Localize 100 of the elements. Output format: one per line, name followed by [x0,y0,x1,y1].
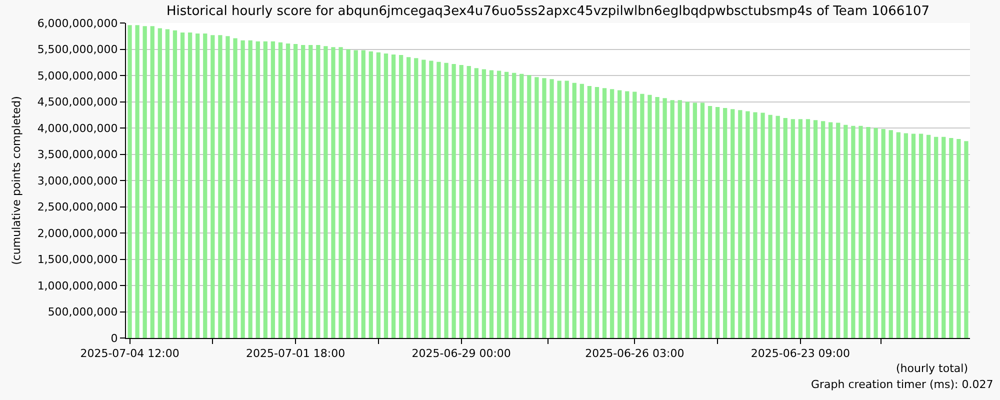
bar [489,70,494,338]
bar [813,120,818,338]
bar [474,68,478,338]
text: Graph creation timer (ms): 0.027 [811,378,994,391]
bar [188,32,192,338]
bar [496,70,502,338]
bar [594,87,600,338]
x-tick-label: 2025-07-04 12:00 [80,347,180,360]
bar [527,74,532,338]
bar [723,108,728,338]
y-tick-label: 4,500,000,000 [37,96,118,109]
bar [504,72,509,338]
bar [263,41,268,338]
bar [240,40,245,338]
bar [572,82,576,338]
x-tick-label: 2025-06-26 03:00 [585,347,684,360]
bar [429,60,434,338]
y-tick-label: 2,500,000,000 [37,200,118,214]
bar [858,126,863,338]
bar [391,54,396,338]
bar [768,114,772,338]
bar [632,92,637,338]
x-tick-label: 2025-06-29 00:00 [412,347,511,360]
bar [165,29,170,338]
bar [542,78,546,338]
y-tick-label: 500,000,000 [48,306,118,319]
bar [346,49,350,338]
bar [293,44,298,338]
bar [851,126,856,338]
y-axis-title: (cumulative points completed) [10,96,23,265]
bar [512,72,516,338]
bar [760,112,765,338]
bar [798,119,803,338]
bar [692,102,698,338]
bar [142,26,147,338]
bar [580,84,584,338]
bar [406,57,411,338]
bar [248,40,252,338]
bar [520,74,524,338]
bar [308,45,313,338]
bar [790,119,795,338]
y-tick-label: 6,000,000,000 [37,16,118,30]
y-tick-label: 2,000,000,000 [37,226,118,240]
bar [934,136,938,338]
bar [648,94,652,338]
bar [398,55,404,338]
bar [655,97,660,338]
bar [196,34,200,338]
bar [150,26,154,338]
bar [587,86,592,338]
bar [820,121,826,338]
bar [896,132,900,338]
bar [384,53,388,338]
bar [949,138,954,338]
bar [708,106,712,338]
bar [942,136,946,338]
bar [911,134,916,338]
bar [422,60,426,338]
bar [270,41,276,338]
bar [158,28,162,338]
y-tick-label: 1,000,000,000 [37,279,118,292]
bar [550,79,554,338]
bar [678,100,682,338]
bar [482,69,486,338]
bar [226,36,230,338]
bar [128,25,132,338]
bar [557,80,562,338]
bar [331,47,336,338]
bar [452,64,456,338]
bar [564,80,569,338]
y-tick-label: 4,000,000,000 [37,122,118,135]
chart-title: Historical hourly score for abqun6jmcegaq3ex4u76uo5ss2apxc45vzpilwlbn6eglbqdpwbsctubsmp4s of Team 1066107 [166,4,930,20]
bar [534,77,539,338]
bar [286,43,290,338]
bar [324,46,328,338]
y-tick-label: 5,000,000,000 [37,69,118,82]
bar [354,50,358,338]
bar [715,107,720,338]
y-tick-label: 0 [110,332,118,345]
bar [414,58,418,338]
bar [844,124,848,338]
bar [466,66,471,338]
bar [135,25,140,338]
bar [203,34,208,338]
bar [618,90,622,338]
bar [602,88,607,338]
bar [888,130,893,338]
bar [730,109,735,338]
bar [874,128,878,338]
bar [172,30,178,338]
bar [685,102,690,338]
bar [670,100,674,338]
bar [301,45,306,338]
bar [918,134,924,338]
bar [904,133,908,338]
bar [278,42,283,338]
bar [783,118,788,338]
x-tick-label: 2025-07-01 18:00 [246,347,346,360]
bar [218,35,222,338]
bar [881,129,886,338]
